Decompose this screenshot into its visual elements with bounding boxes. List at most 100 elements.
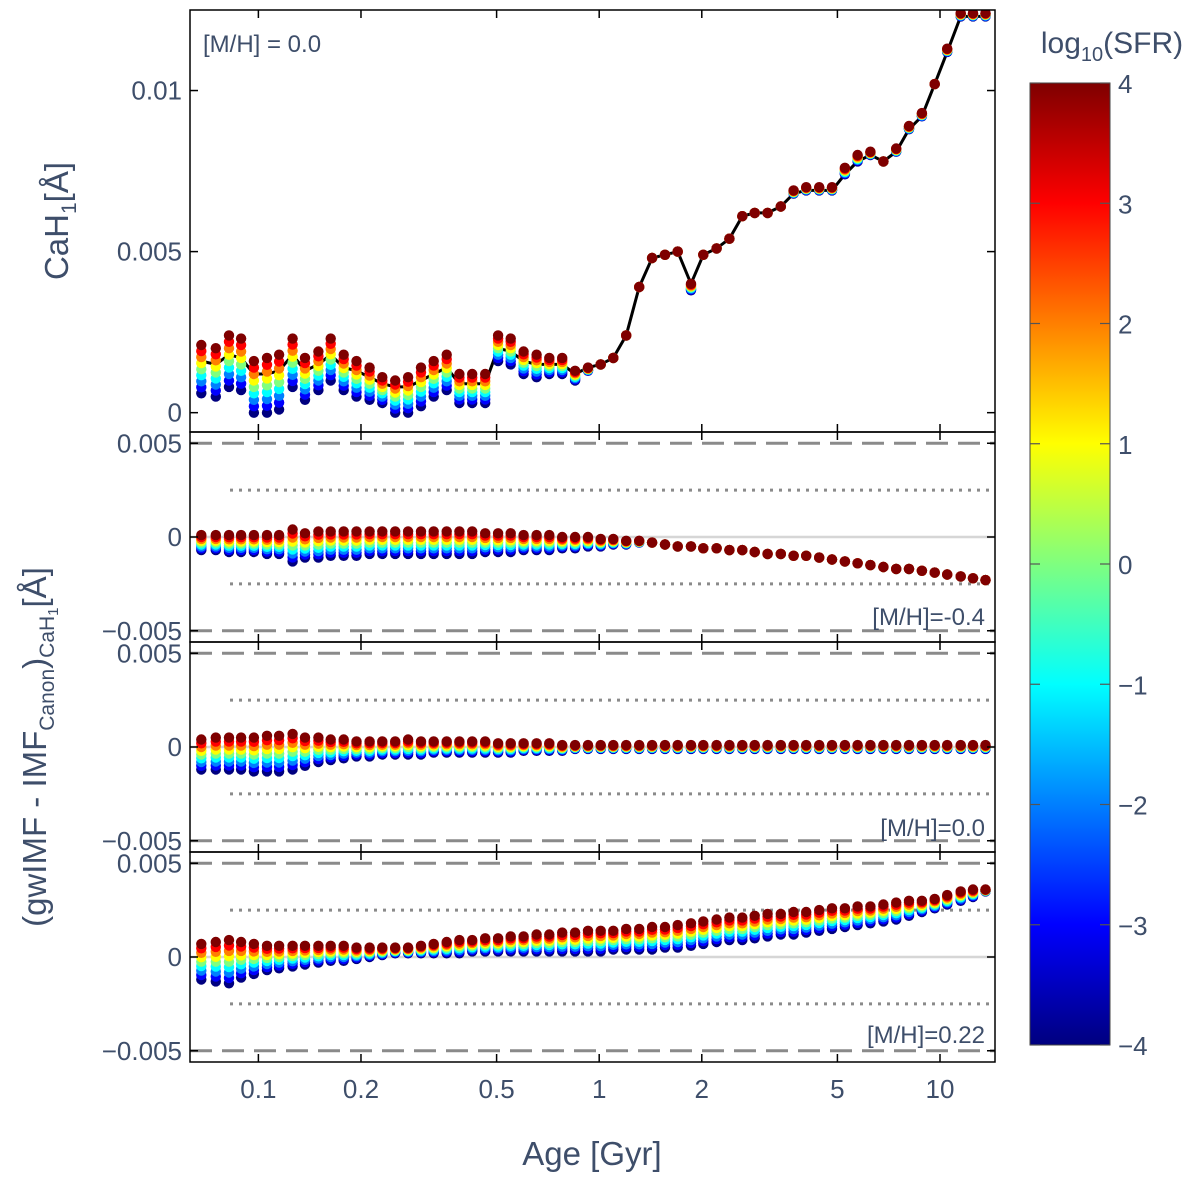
data-marker: [762, 739, 773, 751]
data-marker: [942, 739, 953, 751]
data-marker: [659, 921, 671, 933]
data-marker: [351, 526, 362, 537]
data-marker: [826, 182, 838, 193]
data-marker: [415, 362, 427, 373]
data-marker: [749, 207, 760, 219]
data-marker: [608, 925, 619, 936]
data-marker: [531, 738, 542, 749]
data-marker: [492, 933, 504, 944]
data-marker: [582, 362, 594, 373]
data-marker: [801, 739, 812, 751]
colorbar-tick-label: −2: [1118, 791, 1148, 821]
data-marker: [711, 739, 722, 751]
top-ylabel-main: CaH: [38, 214, 75, 280]
top-y-axis-title: CaH1[Å]: [38, 162, 81, 280]
data-marker: [299, 352, 311, 364]
data-marker: [325, 734, 336, 745]
data-marker: [518, 529, 529, 541]
shared-ylabel-sub-c: 1: [45, 607, 62, 615]
data-marker: [235, 333, 247, 344]
data-marker: [223, 732, 235, 743]
data-marker: [454, 934, 465, 946]
shared-ylabel-main-a: (gwIMF - IMF: [16, 731, 53, 927]
data-marker: [852, 739, 863, 751]
data-marker: [724, 233, 735, 244]
data-marker: [724, 739, 735, 751]
y-tick-label: −0.005: [102, 826, 182, 856]
data-marker: [980, 10, 991, 19]
data-marker: [826, 903, 838, 914]
data-marker: [261, 940, 273, 951]
data-marker: [672, 246, 683, 257]
data-marker: [557, 927, 568, 938]
data-marker: [788, 185, 799, 196]
data-marker: [672, 919, 683, 931]
data-marker: [749, 739, 760, 751]
data-marker: [235, 936, 247, 948]
data-marker: [621, 330, 632, 341]
data-marker: [364, 736, 375, 747]
data-marker: [210, 343, 221, 354]
data-marker: [749, 910, 760, 921]
data-marker: [377, 736, 388, 747]
colorbar-tick-label: 4: [1118, 69, 1132, 99]
data-marker: [441, 349, 452, 360]
data-marker: [775, 739, 786, 751]
data-marker: [505, 931, 516, 942]
data-marker: [287, 940, 298, 951]
data-marker: [402, 526, 414, 537]
data-marker: [775, 201, 786, 212]
data-marker: [415, 526, 427, 537]
data-marker: [480, 933, 491, 944]
data-marker: [967, 10, 979, 19]
data-marker: [196, 529, 207, 541]
data-marker: [814, 739, 825, 751]
y-tick-label: 0: [168, 522, 182, 552]
data-marker: [338, 734, 349, 745]
data-marker: [711, 543, 722, 554]
x-tick-label: 2: [695, 1074, 709, 1104]
data-marker: [467, 526, 478, 537]
data-marker: [454, 526, 465, 537]
data-marker: [878, 739, 889, 751]
data-marker: [826, 554, 838, 565]
data-marker: [377, 942, 388, 953]
data-marker: [480, 528, 491, 539]
panel-m04-annotation: [M/H]=-0.4: [872, 604, 985, 631]
data-marker: [737, 544, 748, 556]
data-marker: [621, 923, 632, 935]
data-marker: [801, 906, 812, 918]
data-marker: [685, 918, 697, 929]
colorbar-title-rest: (SFR): [1103, 27, 1183, 60]
data-marker: [287, 524, 298, 535]
x-tick-label: 10: [926, 1074, 955, 1104]
data-marker: [248, 355, 260, 367]
colorbar-tick-label: 2: [1118, 310, 1132, 340]
data-marker: [916, 895, 928, 906]
data-marker: [621, 739, 632, 751]
colorbar-ticks: 4 3 2 1 0 −1 −2 −3 −4: [1030, 69, 1148, 1061]
x-tick-label: 0.1: [240, 1074, 276, 1104]
data-marker: [223, 934, 235, 946]
data-marker: [544, 929, 555, 940]
data-marker: [980, 574, 991, 586]
data-marker: [351, 355, 362, 367]
x-tick-label: 5: [830, 1074, 844, 1104]
data-marker: [544, 738, 555, 749]
data-marker: [698, 543, 709, 554]
data-marker: [955, 571, 966, 582]
data-marker: [273, 940, 285, 951]
data-marker: [467, 368, 478, 380]
data-marker: [569, 739, 581, 751]
data-marker: [685, 541, 697, 552]
data-marker: [878, 899, 889, 910]
data-marker: [903, 895, 915, 906]
colorbar-title-sub: 10: [1081, 44, 1103, 66]
data-marker: [903, 120, 915, 132]
data-marker: [942, 889, 953, 901]
data-marker: [967, 884, 979, 895]
data-marker: [390, 526, 401, 537]
data-marker: [775, 908, 786, 920]
data-marker: [299, 940, 311, 951]
colorbar-tick-label: 1: [1118, 430, 1132, 460]
